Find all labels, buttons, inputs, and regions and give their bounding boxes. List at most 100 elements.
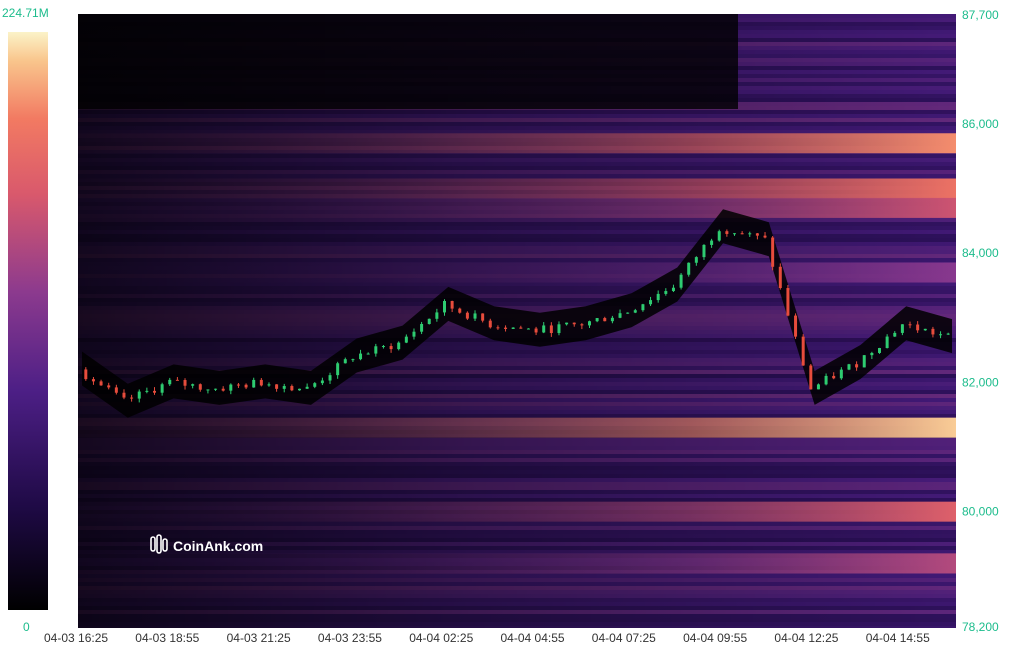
- candle-body: [160, 384, 164, 393]
- candle-body: [107, 385, 111, 388]
- price-zone-overlay: [82, 209, 952, 418]
- candle-body: [99, 381, 103, 386]
- candle-body: [870, 352, 874, 356]
- candle-body: [679, 274, 683, 288]
- candle-body: [366, 353, 370, 355]
- candle-body: [206, 389, 210, 391]
- candle-body: [114, 387, 118, 393]
- candle-body: [221, 388, 225, 391]
- y-tick-label: 84,000: [962, 246, 999, 260]
- candle-body: [763, 235, 767, 238]
- candle-body: [473, 313, 477, 319]
- x-axis: 04-03 16:25 04-03 18:55 04-03 21:25 04-03 2…: [44, 631, 930, 645]
- candle-body: [557, 324, 561, 334]
- candle-body: [175, 379, 179, 381]
- candle-body: [427, 318, 431, 324]
- x-tick-label: 04-04 02:25: [409, 631, 473, 645]
- candle-body: [443, 301, 446, 313]
- candle-body: [618, 313, 622, 318]
- x-tick-label: 04-03 18:55: [135, 631, 199, 645]
- candle-body: [908, 324, 912, 326]
- candle-body: [626, 312, 630, 314]
- candle-body: [320, 380, 324, 384]
- candle-body: [733, 233, 736, 235]
- candle-body: [381, 346, 385, 348]
- candle-body: [397, 342, 401, 350]
- candle-body: [519, 327, 523, 329]
- candle-body: [229, 384, 233, 391]
- candle-body: [878, 348, 881, 353]
- candle-body: [481, 313, 485, 321]
- x-tick-label: 04-04 04:55: [501, 631, 565, 645]
- x-tick-label: 04-04 07:25: [592, 631, 656, 645]
- candle-body: [816, 384, 820, 390]
- candle-body: [588, 321, 591, 326]
- candle-body: [404, 336, 408, 343]
- candle-body: [641, 304, 645, 311]
- candle-body: [794, 315, 798, 337]
- x-tick-label: 04-03 21:25: [227, 631, 291, 645]
- candle-body: [450, 301, 454, 309]
- color-scale-max-label: 224.71M: [2, 6, 49, 20]
- candle-body: [725, 231, 729, 234]
- candle-body: [801, 336, 805, 366]
- candle-body: [214, 388, 218, 390]
- x-tick-label: 04-04 14:55: [866, 631, 930, 645]
- candle-body: [259, 379, 263, 386]
- candle-body: [168, 379, 172, 385]
- candle-body: [664, 291, 668, 294]
- candle-body: [832, 375, 836, 379]
- candle-body: [313, 383, 317, 387]
- candle-body: [236, 384, 240, 386]
- candle-body: [809, 365, 813, 390]
- candle-body: [336, 363, 340, 376]
- price-candles: [84, 229, 950, 403]
- candle-body: [542, 325, 546, 333]
- candle-body: [610, 317, 614, 322]
- candle-body: [580, 324, 584, 326]
- y-tick-label: 78,200: [962, 620, 999, 634]
- y-tick-label: 82,000: [962, 375, 999, 389]
- candle-body: [939, 334, 943, 336]
- candle-body: [885, 336, 889, 349]
- candle-body: [656, 293, 660, 301]
- candle-body: [595, 318, 599, 322]
- x-tick-label: 04-03 16:25: [44, 631, 108, 645]
- y-tick-label: 87,700: [962, 8, 999, 22]
- candle-body: [572, 322, 576, 325]
- candle-body: [755, 233, 759, 236]
- candle-body: [488, 320, 492, 328]
- y-tick-label: 86,000: [962, 117, 999, 131]
- candle-body: [244, 384, 248, 388]
- candle-body: [91, 379, 95, 382]
- color-scale-min-label: 0: [23, 620, 30, 634]
- candle-body: [122, 392, 126, 398]
- candle-body: [252, 379, 256, 388]
- candle-body: [931, 328, 935, 335]
- candle-body: [824, 375, 828, 385]
- coinank-logo-icon: [150, 534, 168, 554]
- candle-body: [771, 237, 775, 267]
- candle-body: [717, 231, 721, 241]
- candle-body: [145, 390, 149, 392]
- watermark-text: CoinAnk.com: [173, 538, 263, 554]
- candle-body: [198, 384, 202, 390]
- candle-body: [275, 384, 279, 389]
- candle-body: [153, 390, 156, 393]
- candle-body: [420, 323, 424, 332]
- candle-body: [839, 369, 843, 379]
- candle-body: [740, 233, 744, 235]
- candle-body: [534, 328, 538, 333]
- candle-body: [412, 331, 416, 337]
- candle-body: [351, 359, 355, 361]
- candle-body: [374, 346, 378, 354]
- candle-body: [305, 386, 309, 389]
- x-tick-label: 04-03 23:55: [318, 631, 382, 645]
- x-tick-label: 04-04 12:25: [774, 631, 838, 645]
- candle-body: [290, 386, 294, 391]
- price-zone: [82, 209, 952, 418]
- candle-body: [435, 312, 439, 319]
- candle-body: [946, 333, 950, 335]
- y-tick-label: 80,000: [962, 505, 999, 519]
- plot-area: [78, 14, 956, 628]
